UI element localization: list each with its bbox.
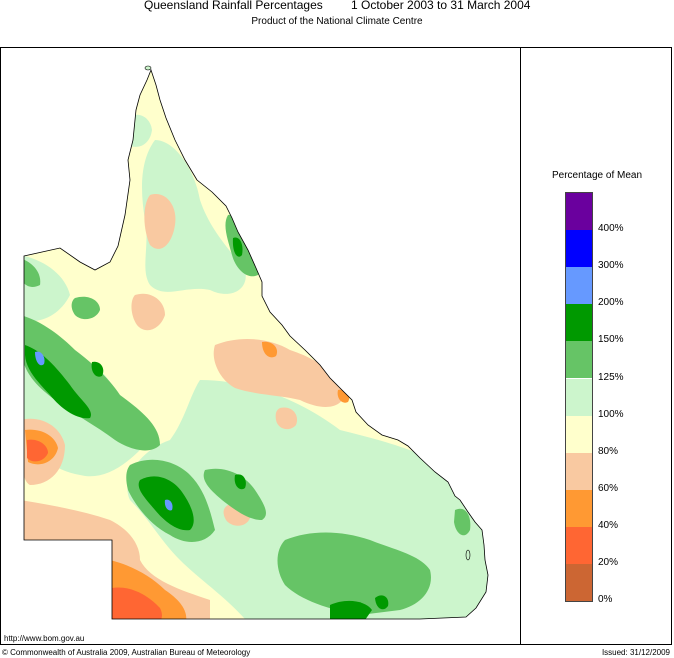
region-125-150-northeast (225, 214, 259, 277)
region-150-200-ne (232, 237, 243, 257)
frame-divider (520, 47, 521, 645)
region-100-125-north (142, 140, 246, 294)
region-60-80-central (213, 338, 345, 407)
rainfall-regions (24, 70, 488, 619)
region-60-80-spot2 (275, 407, 298, 430)
rainfall-map (23, 65, 489, 620)
legend-swatch (566, 193, 592, 231)
legend-swatch (566, 341, 592, 379)
legend-label: 20% (598, 557, 619, 568)
legend-swatch (566, 267, 592, 305)
legend-title: Percentage of Mean (551, 170, 643, 181)
legend-color-bar (565, 192, 593, 602)
island-north (144, 65, 152, 71)
legend-swatch (566, 452, 592, 490)
region-60-80-north (144, 194, 176, 249)
legend-swatch (566, 526, 592, 564)
map-title: Queensland Rainfall Percentages 1 Octobe… (0, 0, 674, 12)
region-40-60-central (262, 341, 278, 358)
region-150-200-spot2 (234, 474, 246, 490)
region-20-40-sw (112, 587, 162, 619)
legend-label: 100% (598, 408, 624, 420)
source-url[interactable]: http://www.bom.gov.au (4, 634, 85, 643)
region-125-150-spot (71, 296, 100, 320)
legend-swatch (566, 230, 592, 268)
region-20-40-west (27, 439, 48, 462)
legend-swatch (566, 304, 592, 342)
legend-swatch (566, 378, 592, 416)
region-125-150-south (277, 532, 431, 615)
legend-label: 400% (598, 223, 624, 235)
title-text: Queensland Rainfall Percentages (144, 0, 323, 12)
region-150-200-spot (375, 595, 389, 610)
region-60-80-mid (131, 293, 165, 331)
legend-label: 80% (598, 445, 619, 457)
region-150-200-spot3 (91, 361, 104, 377)
region-150-200-south (330, 600, 372, 619)
legend-label: 60% (598, 482, 619, 494)
legend-label: 150% (598, 334, 624, 346)
copyright-text: © Commonwealth of Australia 2009, Austra… (2, 648, 251, 657)
map-frame (0, 47, 672, 645)
region-125-150-west (24, 315, 160, 451)
legend-label: 300% (598, 260, 624, 272)
region-125-150-nw (24, 258, 41, 287)
legend-swatch (566, 489, 592, 527)
map-subtitle: Product of the National Climate Centre (251, 16, 423, 27)
legend-swatch (566, 415, 592, 453)
issued-date: Issued: 31/12/2009 (601, 648, 670, 657)
legend-label: 40% (598, 519, 619, 531)
legend-label: 0% (598, 594, 613, 606)
region-125-150-coast (454, 508, 471, 536)
legend-label: 125% (598, 371, 624, 383)
region-200-300-west (35, 351, 45, 366)
title-period: 1 October 2003 to 31 March 2004 (351, 0, 531, 12)
legend-label: 200% (598, 297, 624, 309)
region-200-300-central (164, 499, 173, 511)
queensland-outline (23, 68, 489, 620)
legend-swatch (566, 564, 592, 602)
region-125-150-east (203, 468, 266, 520)
island-east (465, 549, 471, 561)
